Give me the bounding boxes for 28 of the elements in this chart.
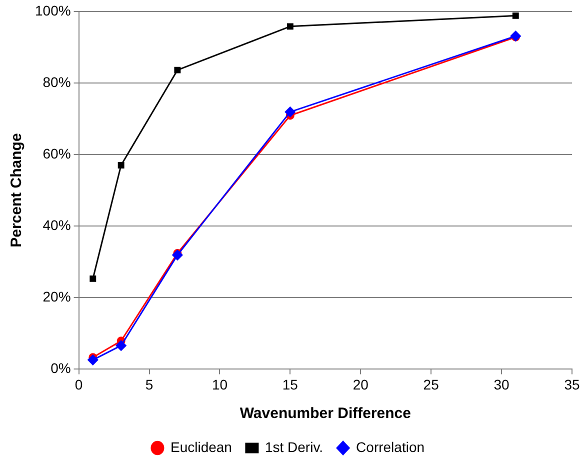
x-tick-label: 20 xyxy=(352,376,369,392)
point xyxy=(172,250,183,260)
x-axis-title: Wavenumber Difference xyxy=(240,405,411,422)
x-tick-label: 0 xyxy=(74,376,83,392)
y-tick-label: 0% xyxy=(50,360,71,376)
point xyxy=(118,162,124,168)
y-tick-label: 20% xyxy=(42,288,71,304)
point xyxy=(116,340,126,351)
legend-label: Euclidean xyxy=(170,438,232,455)
point xyxy=(174,66,181,74)
y-axis-title: Percent Change xyxy=(8,133,26,248)
point xyxy=(90,275,96,282)
y-tick-label: 60% xyxy=(42,145,71,162)
x-tick-label: 5 xyxy=(145,376,154,392)
point xyxy=(286,23,294,30)
point xyxy=(88,354,98,366)
legend-label: Correlation xyxy=(356,438,425,455)
x-tick-label: 25 xyxy=(423,376,440,392)
x-tick-label: 30 xyxy=(494,376,510,392)
x-tick-label: 10 xyxy=(212,376,228,392)
legend-label: 1st Deriv. xyxy=(264,438,324,455)
y-tick-label: 80% xyxy=(42,74,71,90)
x-tick-label: 35 xyxy=(564,376,580,392)
point xyxy=(284,106,296,118)
y-tick-label: 40% xyxy=(42,216,71,233)
point xyxy=(512,12,519,19)
x-tick-label: 15 xyxy=(282,376,298,392)
y-tick-label: 100% xyxy=(34,2,71,18)
